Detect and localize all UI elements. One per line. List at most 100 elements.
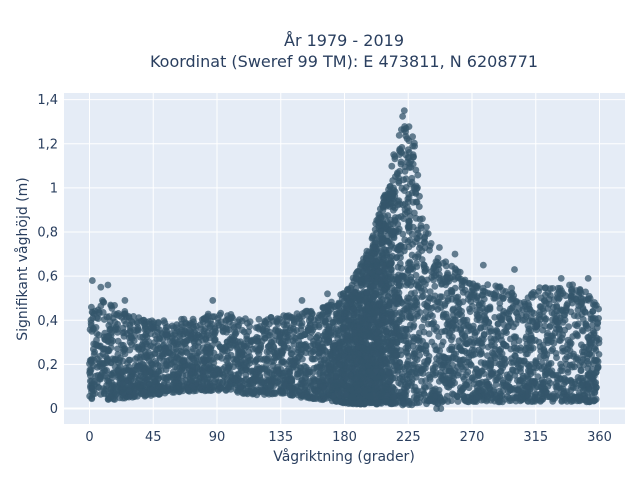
data-point [391, 214, 399, 221]
data-point [89, 309, 97, 317]
data-point [415, 344, 422, 351]
data-point [322, 317, 329, 324]
data-point [100, 385, 107, 393]
data-point [505, 374, 513, 382]
data-point [480, 312, 488, 319]
data-point [124, 359, 131, 367]
data-point [203, 343, 211, 351]
data-point [526, 368, 533, 375]
data-point [412, 281, 420, 289]
data-point [537, 398, 544, 405]
data-point [322, 328, 329, 336]
data-point [484, 352, 491, 359]
data-point [382, 339, 390, 346]
data-point [555, 336, 563, 344]
data-point [412, 166, 420, 174]
data-point [326, 372, 334, 379]
data-point [216, 311, 224, 319]
data-point [562, 304, 570, 312]
data-point [116, 354, 124, 362]
data-point [216, 378, 223, 386]
data-point [342, 364, 350, 372]
data-point [252, 376, 260, 384]
data-point [529, 344, 537, 352]
data-point [377, 228, 385, 235]
data-point [296, 319, 303, 327]
data-point [339, 357, 346, 364]
data-point [509, 366, 517, 374]
data-point [155, 345, 162, 353]
data-point [545, 377, 552, 385]
data-point [537, 353, 544, 361]
data-point [353, 279, 361, 287]
data-point [475, 301, 483, 309]
data-point [126, 373, 134, 381]
data-point [363, 288, 371, 296]
data-point [511, 372, 519, 379]
data-point [361, 387, 369, 395]
data-point [407, 382, 415, 389]
data-point [531, 393, 539, 401]
data-point [472, 282, 479, 290]
data-point [105, 313, 113, 320]
data-point [427, 240, 435, 247]
data-point [401, 168, 409, 175]
data-point [411, 289, 419, 297]
data-point [376, 344, 384, 351]
data-point [219, 365, 227, 373]
data-point [595, 351, 603, 358]
data-point [391, 155, 399, 163]
data-point [515, 357, 522, 365]
data-point [356, 371, 364, 379]
data-point [413, 356, 421, 363]
data-point [429, 312, 436, 320]
data-point [468, 346, 476, 354]
data-point [164, 376, 171, 383]
data-point [435, 352, 443, 360]
data-point [372, 288, 380, 295]
data-point [108, 302, 115, 310]
data-point [200, 373, 208, 381]
data-point [425, 330, 433, 338]
data-point [468, 374, 476, 382]
data-point [576, 286, 584, 293]
data-point [120, 329, 128, 336]
data-point [380, 193, 388, 201]
data-point [182, 339, 189, 347]
data-point [558, 363, 566, 371]
data-point [405, 207, 413, 215]
data-point [524, 360, 531, 368]
data-point [578, 298, 585, 306]
data-point [88, 385, 96, 393]
data-point [134, 343, 142, 351]
data-point [398, 184, 406, 192]
data-point [457, 360, 465, 368]
data-point [356, 395, 363, 402]
data-point [309, 355, 317, 363]
data-point [590, 397, 598, 404]
data-point [417, 367, 425, 375]
data-point [391, 321, 398, 328]
data-point [421, 300, 428, 308]
data-point [298, 313, 306, 321]
data-point [408, 303, 416, 310]
data-point [258, 364, 266, 372]
data-point [130, 313, 137, 320]
data-point [538, 365, 546, 373]
data-point [501, 395, 509, 403]
data-point [142, 330, 150, 338]
data-point [506, 308, 514, 315]
data-point [284, 344, 292, 352]
data-point [430, 325, 438, 333]
data-point [510, 344, 518, 352]
data-point [581, 308, 589, 315]
data-point [154, 318, 162, 326]
data-point [387, 273, 394, 281]
data-point [385, 377, 393, 385]
data-point [357, 263, 364, 271]
data-point [539, 326, 546, 334]
data-point [387, 253, 394, 261]
data-point [156, 334, 163, 342]
data-point [437, 371, 444, 379]
data-point [186, 374, 194, 382]
